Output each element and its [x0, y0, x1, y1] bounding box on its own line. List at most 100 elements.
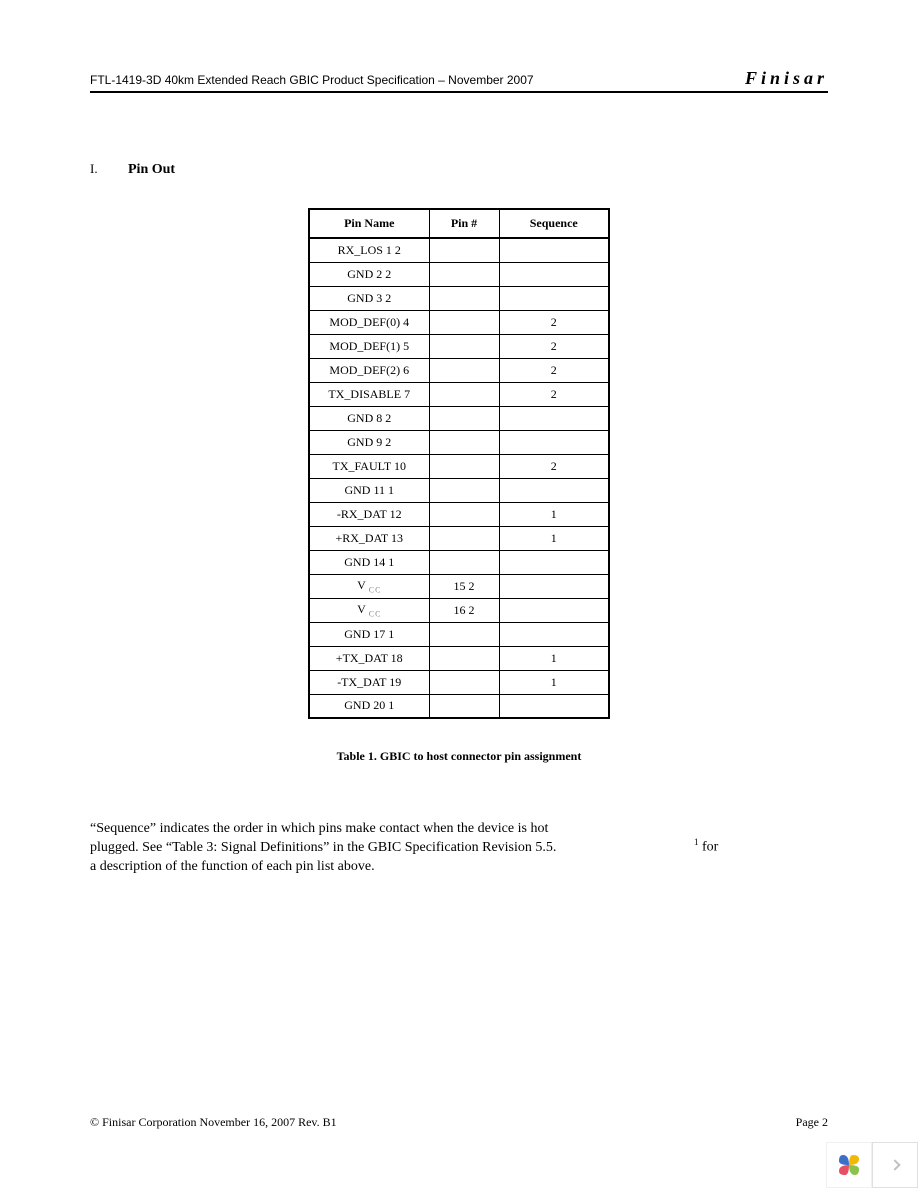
table-row: GND 11 1: [309, 478, 609, 502]
section-heading: I. Pin Out: [90, 161, 828, 178]
footer-copyright: © Finisar Corporation November 16, 2007 …: [90, 1115, 337, 1130]
pinout-table-wrapper: Pin Name Pin # Sequence RX_LOS 1 2GND 2 …: [90, 208, 828, 719]
cell-pin-name: GND 17 1: [309, 622, 429, 646]
pinwheel-icon: [835, 1151, 863, 1179]
header-brand: Finisar: [745, 68, 828, 89]
cell-sequence: [499, 478, 609, 502]
cell-pin-number: 15 2: [429, 574, 499, 598]
table-row: TX_FAULT 10 2: [309, 454, 609, 478]
cell-sequence: [499, 238, 609, 262]
cell-pin-name: TX_DISABLE 7: [309, 382, 429, 406]
cell-sequence: [499, 262, 609, 286]
document-page: FTL-1419-3D 40km Extended Reach GBIC Pro…: [0, 0, 918, 1188]
cell-pin-number: [429, 526, 499, 550]
table-row: V CC15 2: [309, 574, 609, 598]
body-line-1: “Sequence” indicates the order in which …: [90, 821, 548, 836]
col-header-pin-number: Pin #: [429, 209, 499, 238]
cell-pin-number: [429, 262, 499, 286]
cell-pin-name: GND 8 2: [309, 406, 429, 430]
cell-pin-number: [429, 406, 499, 430]
cell-pin-name: -RX_DAT 12: [309, 502, 429, 526]
cell-sequence: 1: [499, 670, 609, 694]
cell-pin-name: MOD_DEF(1) 5: [309, 334, 429, 358]
table-row: TX_DISABLE 7 2: [309, 382, 609, 406]
cell-sequence: 2: [499, 310, 609, 334]
cell-sequence: 2: [499, 454, 609, 478]
viewer-toolbar: [826, 1142, 918, 1188]
table-row: GND 3 2: [309, 286, 609, 310]
table-row: GND 8 2: [309, 406, 609, 430]
cell-pin-number: [429, 238, 499, 262]
table-row: GND 20 1: [309, 694, 609, 718]
cell-sequence: [499, 574, 609, 598]
cell-sequence: [499, 622, 609, 646]
cell-pin-name: MOD_DEF(2) 6: [309, 358, 429, 382]
cell-pin-name: GND 11 1: [309, 478, 429, 502]
body-line-3: a description of the function of each pi…: [90, 859, 375, 874]
pinout-table: Pin Name Pin # Sequence RX_LOS 1 2GND 2 …: [308, 208, 610, 719]
cell-pin-name: V CC: [309, 598, 429, 622]
cell-pin-number: [429, 310, 499, 334]
cell-pin-name: GND 14 1: [309, 550, 429, 574]
cell-sequence: 1: [499, 646, 609, 670]
table-row: MOD_DEF(0) 4 2: [309, 310, 609, 334]
table-row: GND 17 1: [309, 622, 609, 646]
cell-pin-number: [429, 694, 499, 718]
section-title: Pin Out: [128, 162, 175, 178]
cell-pin-number: [429, 502, 499, 526]
table-row: MOD_DEF(2) 6 2: [309, 358, 609, 382]
cell-sequence: [499, 406, 609, 430]
cell-pin-name: +RX_DAT 13: [309, 526, 429, 550]
table-row: V CC16 2: [309, 598, 609, 622]
cell-pin-number: [429, 550, 499, 574]
table-row: GND 9 2: [309, 430, 609, 454]
col-header-sequence: Sequence: [499, 209, 609, 238]
footnote-text: for: [699, 840, 719, 855]
cell-sequence: [499, 286, 609, 310]
cell-pin-number: [429, 358, 499, 382]
cell-sequence: 2: [499, 334, 609, 358]
cell-sequence: [499, 550, 609, 574]
cell-pin-number: [429, 478, 499, 502]
cell-sequence: [499, 694, 609, 718]
footnote-reference: 1 for: [694, 837, 718, 856]
table-row: MOD_DEF(1) 5 2: [309, 334, 609, 358]
cell-pin-number: [429, 286, 499, 310]
cell-sequence: [499, 598, 609, 622]
cell-pin-name: MOD_DEF(0) 4: [309, 310, 429, 334]
table-row: GND 2 2: [309, 262, 609, 286]
body-text: “Sequence” indicates the order in which …: [90, 820, 710, 877]
page-footer: © Finisar Corporation November 16, 2007 …: [90, 1115, 828, 1130]
body-paragraph: “Sequence” indicates the order in which …: [90, 820, 828, 877]
cell-pin-name: +TX_DAT 18: [309, 646, 429, 670]
col-header-pin-name: Pin Name: [309, 209, 429, 238]
cell-sequence: [499, 430, 609, 454]
cell-sequence: 2: [499, 358, 609, 382]
cell-pin-number: [429, 646, 499, 670]
table-row: -RX_DAT 12 1: [309, 502, 609, 526]
footer-page-number: Page 2: [796, 1115, 828, 1130]
cell-pin-number: [429, 334, 499, 358]
viewer-logo[interactable]: [826, 1142, 872, 1188]
table-row: RX_LOS 1 2: [309, 238, 609, 262]
cell-pin-name: TX_FAULT 10: [309, 454, 429, 478]
cell-pin-number: [429, 430, 499, 454]
cell-pin-number: [429, 622, 499, 646]
cell-pin-name: GND 20 1: [309, 694, 429, 718]
table-caption: Table 1. GBIC to host connector pin assi…: [90, 749, 828, 764]
cell-pin-number: [429, 382, 499, 406]
cell-pin-name: -TX_DAT 19: [309, 670, 429, 694]
cell-sequence: 1: [499, 502, 609, 526]
cell-sequence: 2: [499, 382, 609, 406]
cell-pin-name: RX_LOS 1 2: [309, 238, 429, 262]
cell-pin-name: V CC: [309, 574, 429, 598]
table-row: +TX_DAT 18 1: [309, 646, 609, 670]
body-line-2: plugged. See “Table 3: Signal Definition…: [90, 840, 556, 855]
next-page-button[interactable]: [872, 1142, 918, 1188]
cell-pin-number: 16 2: [429, 598, 499, 622]
cell-pin-name: GND 9 2: [309, 430, 429, 454]
table-row: +RX_DAT 131: [309, 526, 609, 550]
cell-pin-name: GND 3 2: [309, 286, 429, 310]
cell-pin-number: [429, 454, 499, 478]
table-row: GND 14 1: [309, 550, 609, 574]
